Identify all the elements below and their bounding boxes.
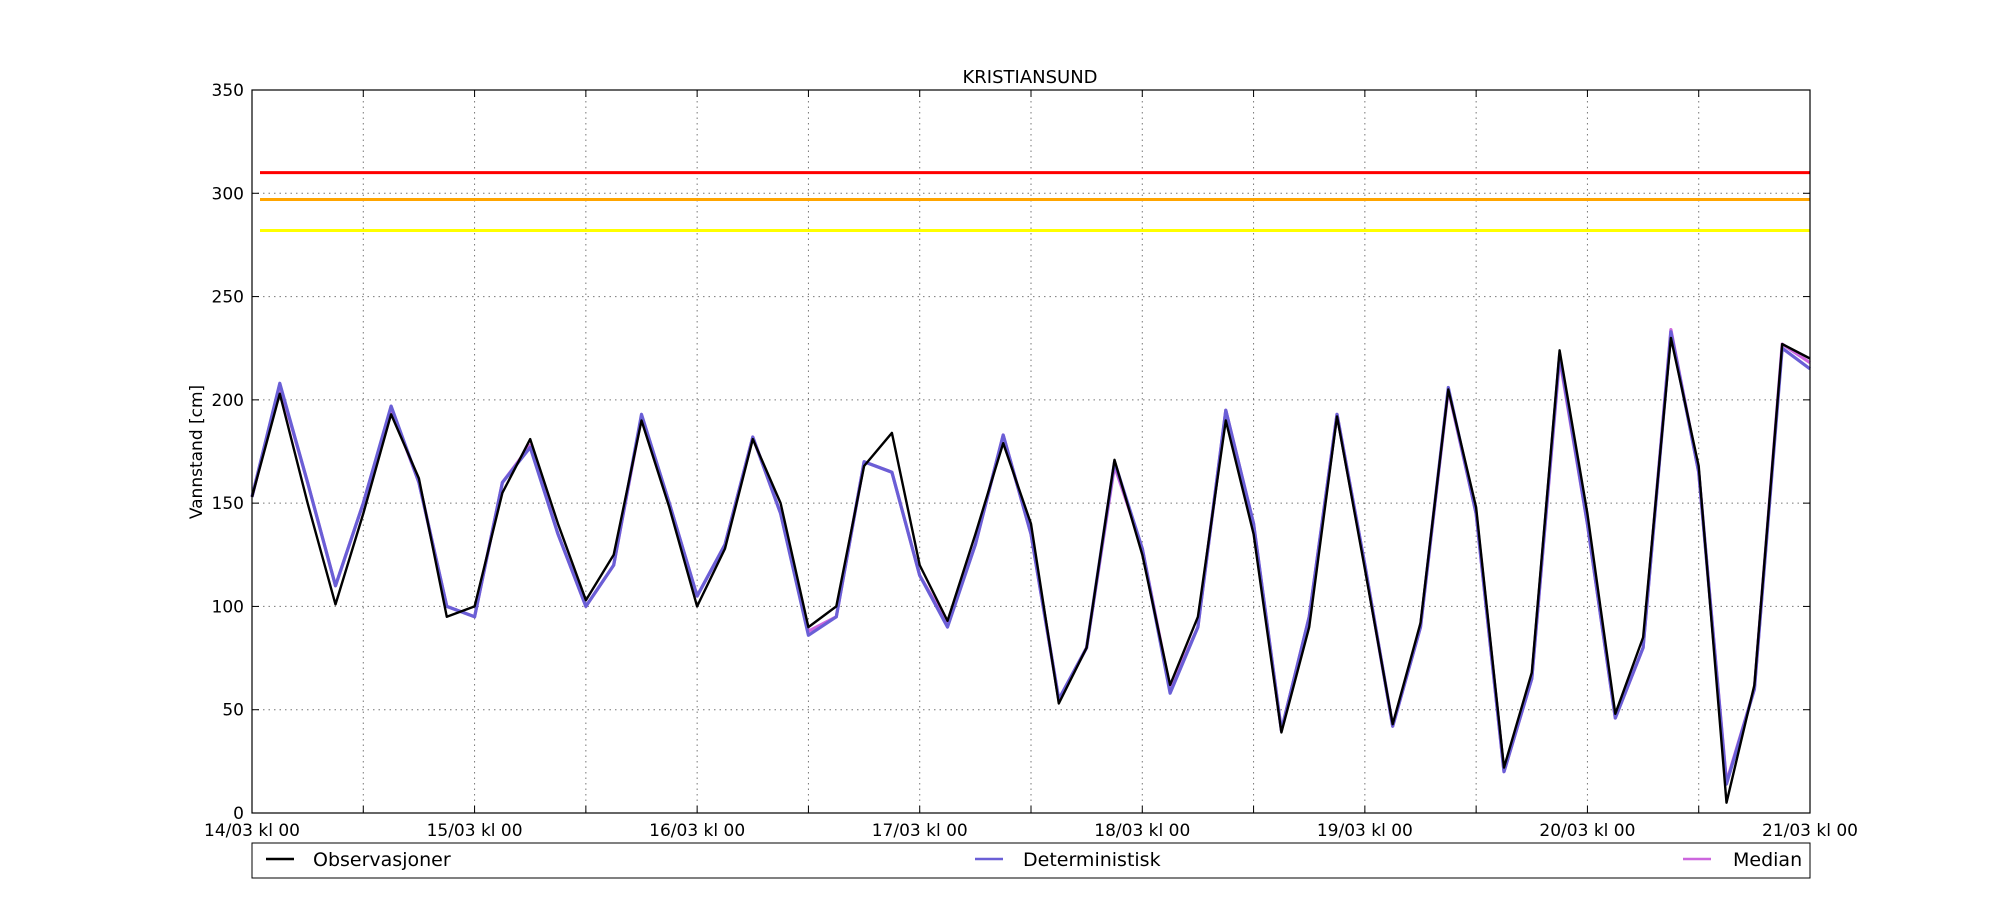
series-line-observasjoner bbox=[250, 336, 1811, 804]
x-tick-label: 20/03 kl 00 bbox=[1539, 821, 1635, 841]
y-tick-label: 350 bbox=[212, 81, 244, 101]
y-tick-label: 100 bbox=[212, 597, 244, 617]
x-tick-label: 18/03 kl 00 bbox=[1094, 821, 1190, 841]
y-tick-label: 0 bbox=[233, 804, 244, 824]
legend-label-median: Median bbox=[1733, 849, 1802, 871]
chart-title: KRISTIANSUND bbox=[962, 67, 1097, 88]
x-tick-label: 21/03 kl 00 bbox=[1762, 821, 1858, 841]
legend-label-observasjoner: Observasjoner bbox=[313, 849, 451, 871]
x-tick-label: 16/03 kl 00 bbox=[649, 821, 745, 841]
y-tick-label: 300 bbox=[212, 184, 244, 204]
legend-label-deterministisk: Deterministisk bbox=[1023, 849, 1161, 871]
series-lines bbox=[250, 328, 1811, 804]
y-tick-label: 150 bbox=[212, 494, 244, 514]
legend: Observasjoner Deterministisk Median bbox=[251, 842, 1811, 879]
threshold-lines bbox=[260, 171, 1810, 232]
x-ticks: 14/03 kl 00 15/03 kl 00 16/03 kl 00 17/03 k… bbox=[204, 90, 1858, 841]
y-tick-label: 200 bbox=[212, 391, 244, 411]
y-axis-label: Vannstand [cm] bbox=[187, 385, 207, 519]
x-tick-label: 14/03 kl 00 bbox=[204, 821, 300, 841]
y-tick-label: 250 bbox=[212, 288, 244, 308]
legend-frame bbox=[251, 842, 1811, 879]
x-tick-label: 19/03 kl 00 bbox=[1317, 821, 1413, 841]
y-ticks: 0 50 100 150 200 250 300 350 bbox=[212, 81, 1810, 824]
x-tick-label: 17/03 kl 00 bbox=[872, 821, 968, 841]
gridlines bbox=[252, 90, 1810, 813]
x-tick-label: 15/03 kl 00 bbox=[427, 821, 523, 841]
y-tick-label: 50 bbox=[222, 701, 244, 721]
